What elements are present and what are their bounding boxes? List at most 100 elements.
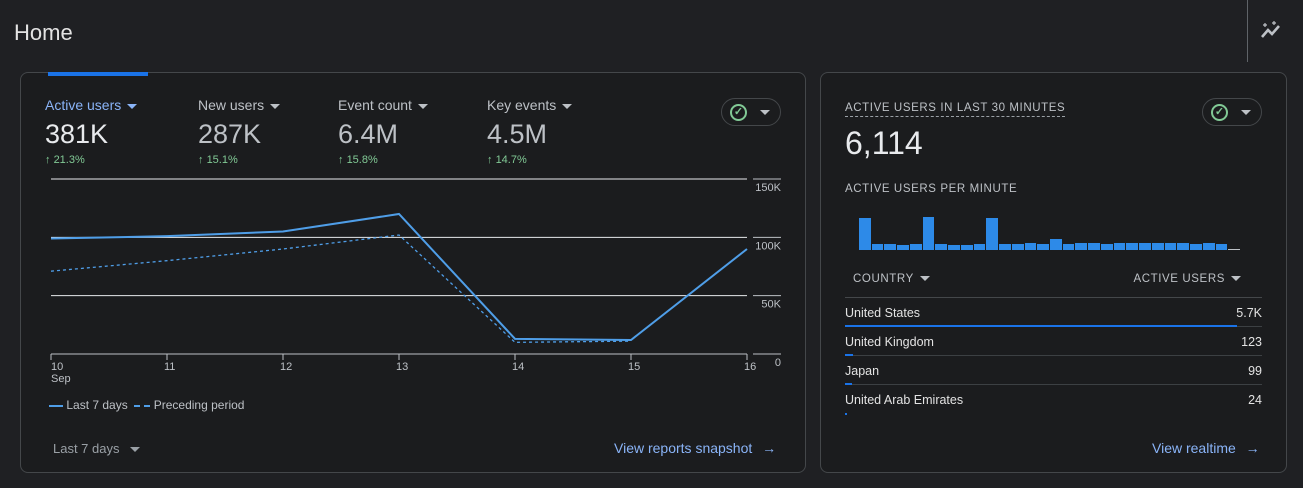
- metric-label[interactable]: Event count: [338, 97, 428, 113]
- arrow-up-icon: ↑: [198, 154, 204, 166]
- per-minute-bar[interactable]: [1088, 242, 1100, 250]
- metric-value: 6.4M: [338, 119, 399, 149]
- divider: [1247, 0, 1248, 62]
- per-minute-bar[interactable]: [1037, 243, 1049, 250]
- table-row[interactable]: United Arab Emirates 24: [845, 385, 1262, 415]
- delta-value: 15.8%: [346, 154, 378, 166]
- metric-label[interactable]: Key events: [487, 97, 573, 113]
- per-minute-bar[interactable]: [935, 243, 948, 250]
- selected-tab-indicator: [48, 72, 148, 76]
- per-minute-bar[interactable]: [1228, 249, 1240, 250]
- x-sublabel: Sep: [51, 373, 71, 385]
- legend-solid-line-icon: [49, 404, 63, 407]
- metric-label[interactable]: New users: [198, 97, 281, 113]
- x-tick-label: 16: [744, 361, 756, 373]
- active-users-column-header[interactable]: ACTIVE USERS: [1133, 273, 1241, 285]
- metric-value: 287K: [198, 119, 262, 149]
- active-users-value: 24: [1248, 393, 1262, 407]
- series-line-last-7-days: [50, 212, 748, 342]
- per-minute-bar[interactable]: [1126, 242, 1139, 250]
- view-realtime-link[interactable]: View realtime →: [1152, 440, 1260, 456]
- per-minute-bar[interactable]: [1177, 242, 1190, 250]
- per-minute-bar[interactable]: [1215, 243, 1228, 250]
- per-minute-bar[interactable]: [1113, 242, 1126, 250]
- y-tick-label: 150K: [755, 182, 781, 194]
- metric-label-text: Event count: [338, 97, 412, 113]
- per-minute-bar-chart: [859, 203, 1241, 250]
- arrow-right-icon: →: [762, 440, 777, 456]
- per-minute-bar[interactable]: [1100, 243, 1113, 250]
- per-minute-bar[interactable]: [1062, 243, 1075, 250]
- arrow-up-icon: ↑: [338, 154, 344, 166]
- per-minute-bar[interactable]: [1202, 242, 1215, 250]
- realtime-card: ACTIVE USERS IN LAST 30 MINUTES 6,114 ✓ …: [820, 72, 1287, 473]
- per-minute-bar[interactable]: [1050, 238, 1062, 250]
- insights-sparkle-icon[interactable]: [1258, 18, 1284, 44]
- metric-delta: ↑ 21.3%: [45, 154, 137, 166]
- caret-down-icon: [919, 276, 930, 282]
- metric-label[interactable]: Active users: [45, 97, 138, 113]
- delta-value: 14.7%: [495, 154, 527, 166]
- link-label: View realtime: [1152, 440, 1236, 456]
- overview-card: Active users 381K ↑ 21.3% New users 287K…: [20, 72, 806, 473]
- divider: [845, 297, 1262, 298]
- compare-status-button[interactable]: ✓: [721, 98, 781, 126]
- per-minute-bar[interactable]: [1011, 243, 1024, 250]
- realtime-status-button[interactable]: ✓: [1202, 98, 1262, 126]
- per-minute-bar[interactable]: [897, 244, 909, 250]
- per-minute-bar[interactable]: [986, 218, 999, 250]
- per-minute-bar[interactable]: [1075, 242, 1088, 250]
- caret-down-icon: [1231, 276, 1241, 282]
- active-users-value: 99: [1248, 364, 1262, 378]
- arrow-up-icon: ↑: [487, 154, 493, 166]
- metric-new-users[interactable]: New users 287K ↑ 15.1%: [198, 97, 281, 166]
- table-row[interactable]: Japan 99: [845, 356, 1262, 385]
- per-minute-bar[interactable]: [1139, 242, 1151, 250]
- metric-delta: ↑ 14.7%: [487, 154, 572, 166]
- per-minute-label: ACTIVE USERS PER MINUTE: [845, 183, 1018, 195]
- caret-down-icon: [127, 103, 138, 109]
- check-circle-icon: ✓: [1211, 104, 1228, 121]
- caret-down-icon: [270, 103, 281, 109]
- arrow-right-icon: →: [1245, 440, 1260, 456]
- realtime-title[interactable]: ACTIVE USERS IN LAST 30 MINUTES: [845, 102, 1066, 117]
- metric-event-count[interactable]: Event count 6.4M ↑ 15.8%: [338, 97, 428, 166]
- per-minute-bar[interactable]: [871, 243, 884, 250]
- x-tick-label: 12: [280, 361, 292, 373]
- metric-active-users[interactable]: Active users 381K ↑ 21.3%: [45, 97, 138, 166]
- delta-value: 15.1%: [206, 154, 238, 166]
- per-minute-bar[interactable]: [973, 243, 986, 250]
- caret-down-icon: [417, 103, 428, 109]
- metric-label-text: Key events: [487, 97, 557, 113]
- per-minute-bar[interactable]: [960, 244, 973, 250]
- per-minute-bar[interactable]: [884, 243, 897, 250]
- metric-delta: ↑ 15.1%: [198, 154, 280, 166]
- series-line-preceding-period: [50, 234, 632, 343]
- country-column-header[interactable]: COUNTRY: [853, 273, 930, 285]
- per-minute-bar[interactable]: [1164, 242, 1177, 250]
- legend-dashed-line-icon: [134, 404, 151, 407]
- check-circle-icon: ✓: [730, 104, 747, 121]
- per-minute-bar[interactable]: [1151, 242, 1164, 250]
- per-minute-bar[interactable]: [909, 243, 922, 250]
- per-minute-bar[interactable]: [859, 218, 871, 250]
- x-tick-label: 14: [512, 361, 524, 373]
- per-minute-bar[interactable]: [1190, 243, 1202, 250]
- caret-down-icon: [1241, 110, 1251, 115]
- metric-key-events[interactable]: Key events 4.5M ↑ 14.7%: [487, 97, 573, 166]
- per-minute-bar[interactable]: [1024, 242, 1037, 250]
- share-bar: [845, 383, 853, 385]
- per-minute-bar[interactable]: [999, 243, 1011, 250]
- metric-label-text: Active users: [45, 97, 122, 113]
- column-label: ACTIVE USERS: [1133, 273, 1225, 285]
- country-name: United Arab Emirates: [845, 393, 964, 407]
- view-reports-snapshot-link[interactable]: View reports snapshot →: [614, 440, 776, 456]
- date-range-dropdown[interactable]: Last 7 days: [53, 441, 140, 456]
- per-minute-bar[interactable]: [922, 217, 935, 250]
- metric-delta: ↑ 15.8%: [338, 154, 428, 166]
- delta-value: 21.3%: [53, 154, 85, 166]
- per-minute-bar[interactable]: [948, 244, 960, 250]
- metric-value: 381K: [45, 119, 109, 149]
- table-row[interactable]: United States 5.7K: [845, 298, 1262, 327]
- table-row[interactable]: United Kingdom 123: [845, 327, 1262, 356]
